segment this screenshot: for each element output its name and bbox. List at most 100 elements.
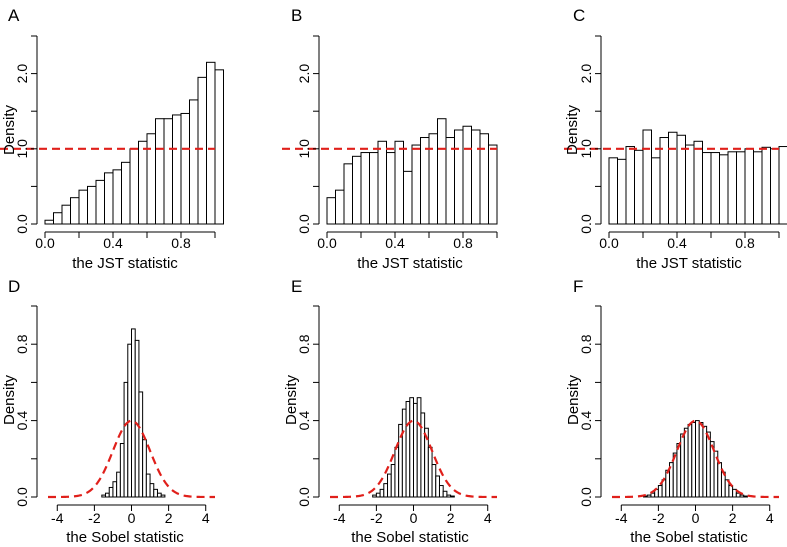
- histogram-bar: [420, 137, 430, 225]
- y-tick-label: 0.0: [296, 487, 312, 507]
- y-axis-label: Density: [283, 374, 300, 425]
- histogram-bar: [377, 140, 387, 225]
- x-tick-label: 0.0: [599, 235, 619, 251]
- histogram-bar: [650, 492, 656, 498]
- x-tick-label: 0.8: [171, 235, 191, 251]
- x-tick-label: 0.0: [317, 235, 337, 251]
- histogram-bar: [416, 397, 422, 498]
- panel-letter: E: [291, 277, 302, 296]
- histogram-bar: [431, 464, 437, 498]
- histogram-bar: [375, 492, 381, 498]
- histogram-bar: [445, 137, 455, 225]
- histogram-bar: [403, 170, 413, 225]
- x-tick-label: 0.4: [667, 235, 687, 251]
- histogram-bar: [138, 391, 144, 498]
- histogram-bar: [401, 408, 407, 498]
- histogram-bar: [101, 494, 107, 498]
- histogram-bar: [676, 443, 682, 498]
- histogram-bar: [438, 485, 444, 498]
- histogram-bar: [665, 469, 671, 498]
- histogram-bar: [61, 204, 71, 225]
- histogram-bar: [680, 433, 685, 498]
- panel-b: B 0.0 0.4 0.8 0.0 1.0 2.0 the JST statistic: [282, 6, 498, 272]
- x-tick-label: 0: [692, 510, 700, 526]
- x-tick-label: -2: [88, 510, 101, 526]
- x-tick-label: 2: [729, 510, 737, 526]
- x-axis-label: the Sobel statistic: [66, 529, 184, 546]
- y-tick-label: 1.0: [578, 139, 594, 159]
- histogram-bar: [131, 328, 136, 498]
- histogram-bar: [646, 494, 652, 498]
- y-tick-label: 0.4: [296, 411, 312, 431]
- histogram-bar: [735, 492, 741, 498]
- histogram-bar: [160, 494, 166, 498]
- histogram-bar: [405, 401, 411, 498]
- y-tick-label: 0.4: [578, 411, 594, 431]
- x-tick-label: 4: [484, 510, 492, 526]
- y-tick-label: 0.0: [14, 487, 30, 507]
- y-tick-label: 0.8: [578, 334, 594, 354]
- histogram-bar: [462, 125, 472, 225]
- histogram-bar: [668, 131, 678, 225]
- histogram-bar: [659, 137, 669, 225]
- histogram-bar: [488, 144, 498, 225]
- panel-a: A 0.0 0.4 0.8 0.0 1.0 2.0 the JST statistic Dens…: [0, 6, 224, 272]
- x-tick-label: 0: [410, 510, 418, 526]
- x-tick-label: 4: [202, 510, 210, 526]
- x-axis-label: the JST statistic: [636, 255, 742, 272]
- histogram-bar: [108, 486, 114, 498]
- x-tick-label: -4: [333, 510, 346, 526]
- histogram-bar: [70, 197, 80, 225]
- x-axis-label: the Sobel statistic: [630, 529, 748, 546]
- histogram-bar: [121, 161, 131, 225]
- panel-letter: B: [291, 6, 302, 25]
- histogram-bar: [706, 431, 711, 498]
- histogram-bar: [145, 473, 151, 498]
- histogram-bar: [435, 475, 440, 498]
- histogram-bar: [134, 339, 140, 498]
- histogram-bar: [717, 462, 722, 498]
- histogram-bar: [394, 446, 400, 498]
- histogram-bar: [683, 427, 689, 498]
- histogram-bar: [386, 152, 396, 225]
- x-axis-label: the JST statistic: [72, 255, 178, 272]
- histogram-bar: [739, 494, 745, 498]
- histogram-bar: [437, 118, 447, 225]
- histogram-bar: [479, 133, 489, 225]
- histogram-bar: [471, 129, 481, 225]
- histogram-bar: [608, 157, 618, 225]
- y-tick-label: 2.0: [296, 64, 312, 84]
- panel-f: F -4 -2 0 2 4 0.0 0.4 0.8 the Sobel statistic Dens…: [565, 277, 779, 546]
- histogram-bar: [651, 157, 661, 225]
- histogram-bar: [352, 155, 362, 225]
- histogram-bar: [105, 492, 110, 498]
- histogram-bar: [728, 485, 734, 498]
- histogram-bar: [710, 152, 720, 225]
- y-tick-label: 0.0: [296, 214, 312, 234]
- histogram-bar: [172, 114, 182, 225]
- histogram-bar: [153, 488, 158, 498]
- histogram-bar: [189, 99, 199, 225]
- normal-density-curve: [330, 419, 497, 499]
- y-axis-label: Density: [564, 104, 581, 155]
- histogram-bar: [214, 69, 224, 225]
- histogram-bar: [687, 423, 693, 498]
- histogram-bar: [657, 485, 663, 498]
- histogram-bar: [698, 422, 704, 498]
- histogram-bar: [450, 495, 455, 498]
- y-axis-label: Density: [1, 374, 18, 425]
- histogram-bar: [695, 420, 700, 498]
- y-tick-label: 0.8: [296, 334, 312, 354]
- histogram-bar: [719, 154, 729, 225]
- histogram-bar: [197, 76, 207, 225]
- histogram-bar: [142, 439, 147, 498]
- normal-density-curve: [612, 419, 779, 499]
- histogram-bar: [343, 163, 353, 225]
- histogram-bar: [119, 443, 125, 498]
- x-tick-label: 0.8: [453, 235, 473, 251]
- histogram-bar: [409, 397, 414, 498]
- y-tick-label: 2.0: [578, 64, 594, 84]
- y-axis-label: Density: [565, 374, 582, 425]
- histogram-bar: [206, 61, 216, 225]
